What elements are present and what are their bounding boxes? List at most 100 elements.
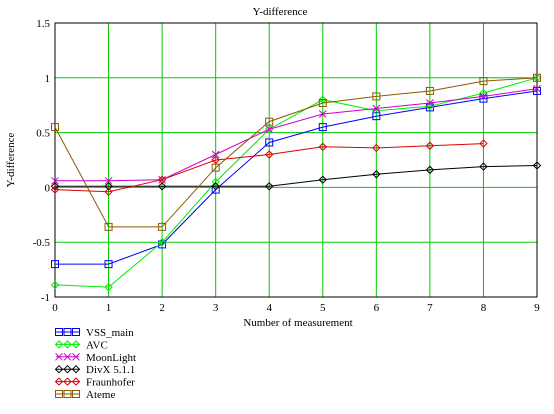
legend-marker (55, 390, 63, 398)
legend-marker (71, 364, 81, 374)
legend-marker (63, 364, 72, 374)
data-point-moonlight (372, 104, 381, 113)
data-point-moonlight (104, 176, 113, 185)
data-point-divx-5-1-1 (532, 161, 542, 170)
legend-label: Ateme (86, 389, 115, 401)
data-point-avc (104, 282, 113, 292)
data-point-vss-main (425, 103, 434, 112)
legend-marker (55, 352, 63, 361)
data-point-fraunhofer (104, 187, 113, 196)
legend-marker (63, 352, 72, 361)
series-line-vss-main (55, 90, 538, 265)
data-point-fraunhofer (265, 150, 274, 159)
data-point-fraunhofer (318, 142, 327, 152)
data-point-fraunhofer (157, 175, 167, 184)
legend-marker (71, 340, 81, 349)
series-lines (50, 73, 542, 292)
legend-marker (72, 390, 80, 398)
series-line-avc (54, 77, 538, 288)
legend-entry-fraunhofer: Fraunhofer (54, 377, 135, 389)
x-tick-label: 0 (52, 302, 58, 314)
series-ateme (51, 73, 541, 231)
legend-marker (72, 352, 80, 361)
series-line-moonlight (55, 88, 538, 182)
data-point-avc (50, 280, 60, 290)
data-point-avc (372, 106, 381, 115)
legend-marker (54, 340, 64, 349)
data-point-moonlight (426, 99, 434, 107)
grid (54, 22, 538, 298)
y-tick-label: 0.5 (36, 128, 50, 140)
y-tick-label: 1 (45, 73, 51, 85)
x-tick-label: 4 (266, 302, 272, 314)
data-point-ateme (265, 117, 274, 126)
data-point-divx-5-1-1 (372, 170, 381, 179)
y-tick-label: 1.5 (36, 18, 50, 30)
data-point-vss-main (265, 138, 274, 147)
data-point-ateme (533, 73, 541, 82)
x-tick-label: 2 (159, 302, 165, 314)
data-point-divx-5-1-1 (479, 162, 488, 171)
legend-entry-moonlight: MoonLight (55, 352, 136, 364)
data-point-avc (211, 177, 220, 187)
data-point-divx-5-1-1 (104, 182, 113, 191)
legend-label: Fraunhofer (86, 377, 135, 389)
data-point-vss-main (372, 112, 381, 121)
legend-label: VSS_main (86, 327, 134, 339)
legend-entry-divx-5-1-1: DivX 5.1.1 (54, 364, 135, 376)
data-point-moonlight (51, 176, 59, 185)
data-point-divx-5-1-1 (318, 175, 327, 184)
data-point-ateme (158, 222, 167, 231)
data-point-divx-5-1-1 (265, 182, 274, 191)
series-line-fraunhofer (54, 143, 484, 193)
data-point-vss-main (533, 86, 541, 95)
data-point-avc (157, 237, 167, 247)
x-tick-label: 5 (320, 302, 326, 314)
series-line-ateme (54, 77, 538, 228)
legend-label: MoonLight (86, 352, 136, 364)
legend-marker (63, 340, 72, 349)
data-point-fraunhofer (211, 155, 220, 165)
series-fraunhofer (50, 139, 488, 196)
data-point-vss-main (479, 94, 488, 103)
legend-entry-avc: AVC (54, 339, 108, 351)
data-point-fraunhofer (479, 139, 488, 148)
legend-marker (63, 377, 72, 386)
data-point-moonlight (211, 150, 220, 159)
x-axis-label: Number of measurement (243, 317, 352, 329)
axis-ticks: 0 1 2 3 4 5 6 7 8 9 -1 -0.5 0 0.5 1 1.5 (33, 18, 541, 314)
series-divx-5-1-1 (50, 161, 542, 191)
data-point-vss-main (158, 240, 167, 249)
x-tick-label: 1 (106, 302, 112, 314)
x-tick-label: 9 (534, 302, 540, 314)
data-point-ateme (425, 86, 434, 95)
legend-marker (63, 328, 72, 336)
legend-label: DivX 5.1.1 (86, 364, 135, 376)
data-point-fraunhofer (50, 185, 60, 194)
data-point-moonlight (533, 84, 541, 93)
data-point-fraunhofer (425, 141, 435, 150)
y-tick-label: -0.5 (33, 237, 51, 249)
legend-marker (54, 364, 64, 374)
data-point-ateme (318, 99, 327, 108)
series-line-divx-5-1-1 (55, 165, 538, 187)
x-tick-label: 3 (213, 302, 219, 314)
legend-marker (63, 390, 72, 398)
data-point-ateme (51, 123, 59, 132)
data-point-ateme (211, 163, 220, 172)
legend-entry-ateme: Ateme (55, 389, 115, 401)
data-point-divx-5-1-1 (211, 182, 220, 191)
data-point-vss-main (104, 260, 113, 269)
y-tick-label: 0 (45, 182, 51, 194)
x-tick-label: 6 (374, 302, 380, 314)
data-point-moonlight (265, 125, 274, 134)
series-vss-main (51, 86, 541, 269)
x-tick-label: 7 (427, 302, 433, 314)
data-point-ateme (104, 222, 113, 231)
data-point-ateme (372, 92, 381, 101)
data-point-moonlight (318, 110, 327, 118)
y-tick-label: -1 (41, 292, 50, 304)
chart-title: Y-difference (253, 6, 308, 18)
